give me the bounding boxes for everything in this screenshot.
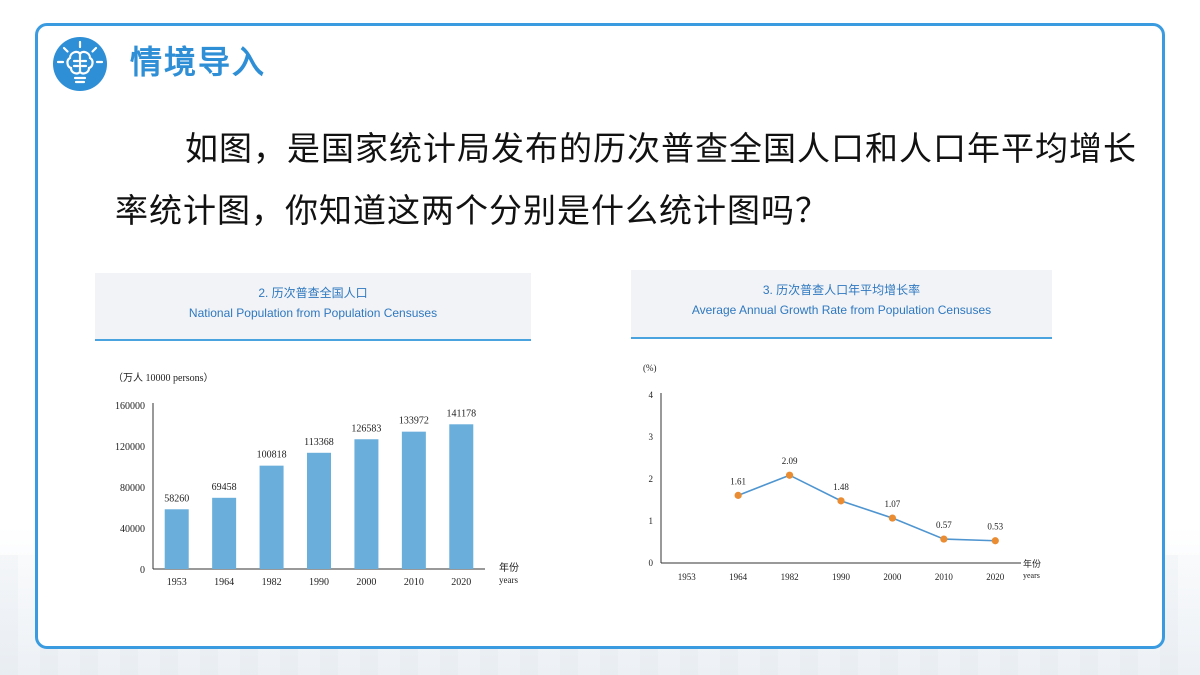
population-x-tick-label: 2000 xyxy=(356,577,376,588)
population-x-axis-label-en: years xyxy=(499,575,518,585)
growth-line-chart: (%) 0 1 2 3 4 1953 1964 1982 1990 2000 2010 2020 1.61… xyxy=(643,363,1041,582)
growth-unit-label: (%) xyxy=(643,363,657,373)
growth-x-tick-label: 1982 xyxy=(781,572,799,582)
population-bar xyxy=(354,439,379,569)
population-bar-chart: （万人 10000 persons） 0 40000 80000 120000 16000… xyxy=(113,372,519,588)
population-x-tick-label: 1964 xyxy=(214,577,234,588)
growth-chart-title: 3. 历次普查人口年平均增长率 xyxy=(762,283,921,297)
growth-series-line xyxy=(737,474,996,542)
growth-value-label: 0.53 xyxy=(987,522,1003,532)
growth-data-point xyxy=(734,491,742,499)
growth-value-label: 1.61 xyxy=(730,476,746,486)
population-chart-title: 2. 历次普查全国人口 xyxy=(258,286,368,300)
growth-x-tick-label: 2010 xyxy=(935,572,954,582)
growth-y-tick-label: 4 xyxy=(649,390,654,400)
population-bar xyxy=(212,497,237,569)
growth-data-point xyxy=(940,535,948,543)
growth-x-tick-label: 1964 xyxy=(729,572,748,582)
population-x-tick-label: 2020 xyxy=(451,577,471,588)
growth-x-axis-label-en: years xyxy=(1023,571,1040,580)
population-y-tick-label: 0 xyxy=(140,565,145,576)
population-y-tick-label: 40000 xyxy=(120,524,145,535)
population-value-label: 100818 xyxy=(257,450,287,461)
growth-chart-panel: 3. 历次普查人口年平均增长率 Average Annual Growth Ra… xyxy=(631,270,1052,595)
question-text: 如图，是国家统计局发布的历次普查全国人口和人口年平均增长率统计图，你知道这两个分… xyxy=(115,129,1137,230)
population-value-label: 113368 xyxy=(304,437,334,448)
population-x-axis-label-cn: 年份 xyxy=(499,561,519,574)
growth-value-label: 1.48 xyxy=(833,482,849,492)
population-value-label: 58260 xyxy=(164,493,189,504)
population-value-label: 133972 xyxy=(399,416,429,427)
growth-y-tick-label: 0 xyxy=(649,558,654,568)
population-bar xyxy=(164,509,189,569)
growth-y-tick-label: 3 xyxy=(649,432,654,442)
population-chart-subtitle: National Population from Population Cens… xyxy=(188,306,438,320)
growth-data-point xyxy=(785,471,794,479)
growth-y-tick-label: 2 xyxy=(649,474,654,484)
growth-data-point xyxy=(991,537,999,545)
population-bar xyxy=(449,424,474,569)
growth-x-tick-label: 2000 xyxy=(883,572,902,582)
growth-data-point xyxy=(837,497,845,505)
population-y-tick-label: 160000 xyxy=(115,401,145,412)
population-y-tick-label: 80000 xyxy=(120,483,145,494)
growth-data-point xyxy=(888,514,897,522)
population-chart-panel: 2. 历次普查全国人口 National Population from Pop… xyxy=(95,273,531,595)
growth-x-tick-label: 2020 xyxy=(986,572,1005,582)
growth-value-label: 0.57 xyxy=(936,520,952,530)
growth-chart-header: 3. 历次普查人口年平均增长率 Average Annual Growth Ra… xyxy=(631,270,1052,339)
growth-x-tick-label: 1953 xyxy=(678,572,697,582)
population-y-tick-label: 120000 xyxy=(115,442,145,453)
population-bar xyxy=(307,452,331,569)
growth-x-axis-label-cn: 年份 xyxy=(1023,558,1041,569)
growth-chart-subtitle: Average Annual Growth Rate from Populati… xyxy=(691,303,992,317)
growth-value-label: 1.07 xyxy=(885,499,901,509)
population-x-tick-label: 2010 xyxy=(404,577,424,588)
growth-x-tick-label: 1990 xyxy=(832,572,851,582)
population-bar xyxy=(259,465,284,569)
population-x-tick-label: 1990 xyxy=(309,577,329,588)
population-x-tick-label: 1982 xyxy=(262,577,282,588)
section-title: 情境导入 xyxy=(130,43,267,81)
population-value-label: 141178 xyxy=(446,408,476,419)
growth-y-tick-label: 1 xyxy=(649,516,654,526)
brain-lightbulb-icon xyxy=(53,37,107,91)
population-value-label: 126583 xyxy=(351,423,381,434)
population-unit-label: （万人 10000 persons） xyxy=(113,372,214,384)
population-bar xyxy=(401,431,426,569)
population-x-tick-label: 1953 xyxy=(167,577,187,588)
growth-value-label: 2.09 xyxy=(782,456,798,466)
population-value-label: 69458 xyxy=(212,482,237,493)
population-chart-header: 2. 历次普查全国人口 National Population from Pop… xyxy=(95,273,531,341)
